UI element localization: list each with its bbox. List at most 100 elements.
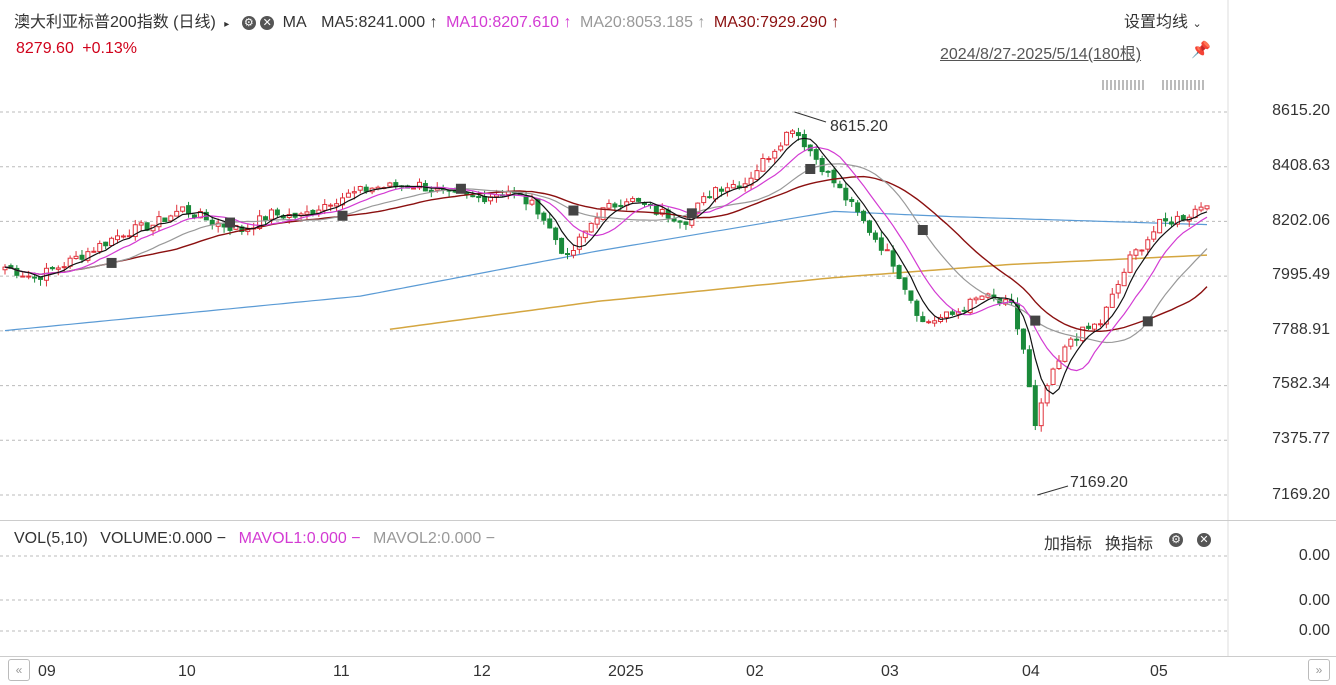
candle-body [61,266,67,269]
volume-gear-icon[interactable]: ⚙ [1169,531,1183,549]
candle-body [825,170,831,173]
candle-body [1103,306,1109,325]
vol-label: VOL(5,10) [14,530,88,547]
scroll-left-button[interactable]: « [8,659,30,681]
candle-body [582,230,588,239]
candle-body [1020,328,1026,350]
candle-body [363,186,369,192]
candle-body [174,210,180,217]
x-tick: 05 [1150,663,1168,680]
volume-close-icon[interactable]: ✕ [1197,531,1211,549]
candle-body [32,276,38,279]
volume-y-tick: 0.00 [1298,622,1330,639]
chart-title: 澳大利亚标普200指数 (日线) [14,14,216,31]
candle-body [1044,385,1050,404]
candle-body [1115,283,1121,294]
candle-body [1015,303,1021,330]
mavol1-dash: − [351,530,361,547]
candle-body [701,196,707,204]
y-tick: 8615.20 [1272,102,1330,119]
chart-header: 澳大利亚标普200指数 (日线) ▸ ⚙ ✕ MA MA5:8241.000 ↑… [14,8,839,32]
candle-body [328,204,334,207]
candle-body [263,216,269,221]
ma-settings-link[interactable]: 设置均线 ⌄ [1124,8,1202,32]
volume-y-tick: 0.00 [1298,592,1330,609]
candle-body [801,134,807,148]
candle-body [636,197,642,202]
gear-icon[interactable]: ⚙ [241,15,256,30]
x-tick: 04 [1022,663,1040,680]
candle-body [813,149,819,160]
event-marker [568,205,579,216]
volume-dash: − [216,530,227,547]
candle-body [600,207,606,220]
candle-body [97,242,103,253]
candle-body [1168,221,1174,225]
candle-body [766,158,772,161]
change-indicator-button[interactable]: 换指标 [1105,536,1154,553]
close-icon[interactable]: ✕ [260,15,275,30]
ma5-value: MA5:8241.000 [321,14,426,31]
title-menu-icon[interactable]: ▸ [224,19,230,30]
volume-y-tick: 0.00 [1298,547,1330,564]
candle-body [1050,368,1056,385]
candle-body [1121,271,1127,287]
candle-body [191,214,197,219]
candle-body [553,227,559,241]
candle-body [1038,402,1044,427]
x-tick: 03 [881,663,899,680]
x-tick: 09 [38,663,56,680]
candle-body [565,253,571,256]
pin-icon[interactable]: 📌 [1191,42,1211,59]
candle-body [949,311,955,315]
candle-body [1157,218,1163,234]
candle-body [387,182,393,187]
volume-value: VOLUME:0.000 [100,530,213,547]
add-indicator-button[interactable]: 加指标 [1044,536,1093,553]
candle-body [707,196,713,199]
candle-body [138,222,144,226]
candle-body [837,183,843,189]
ma10-arrow: ↑ [563,14,572,31]
high-annotation: 8615.20 [830,118,888,135]
candle-body [606,202,612,209]
candle-body [79,254,85,260]
candle-body [772,150,778,159]
event-marker [1030,315,1041,326]
chevron-down-icon: ⌄ [1192,18,1202,30]
ma30-line [4,175,1208,333]
date-range[interactable]: 2024/8/27-2025/5/14(180根) [940,40,1141,64]
indicator-name: MA [282,14,307,31]
candle-body [257,215,263,230]
candle-body [866,220,872,233]
candle-body [1097,323,1103,326]
ma5-arrow: ↑ [429,14,438,31]
event-marker [106,257,117,268]
candle-body [168,215,174,222]
candle-body [1086,325,1092,329]
ma10-value: MA10:8207.610 [446,14,560,31]
candle-body [541,212,547,221]
candle-body [1145,239,1151,250]
candle-body [322,203,328,211]
zoom-out-icon[interactable] [1102,80,1144,90]
pane-divider [0,520,1336,521]
candle-body [345,192,351,198]
candle-body [49,267,55,270]
candle-body [547,218,553,229]
candle-body [1062,346,1068,362]
scroll-right-button[interactable]: » [1308,659,1330,681]
candle-body [718,188,724,192]
zoom-in-icon[interactable] [1162,80,1204,90]
candle-body [973,297,979,301]
volume-header: VOL(5,10) VOLUME:0.000 − MAVOL1:0.000 − … [14,530,495,548]
candle-body [570,250,576,256]
event-marker [917,225,928,236]
candle-body [1151,231,1157,240]
candle-body [671,218,677,222]
candle-body [760,158,766,172]
y-tick: 8408.63 [1272,157,1330,174]
candle-body [91,250,97,253]
candle-body [884,249,890,252]
